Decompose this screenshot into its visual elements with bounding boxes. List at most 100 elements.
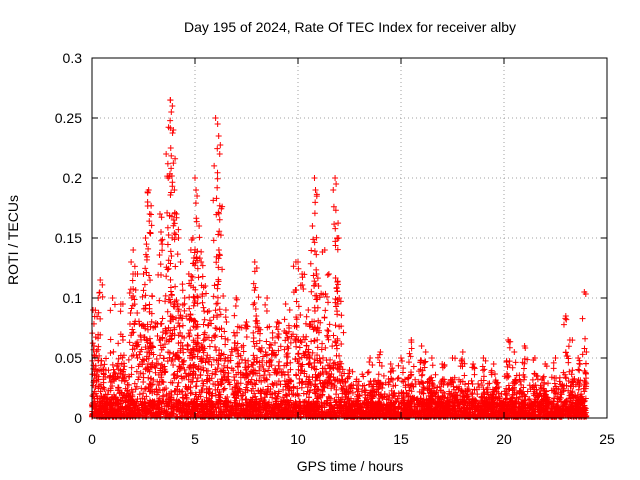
roti-point [449,411,456,418]
roti-point [321,400,328,407]
roti-point [346,407,353,414]
roti-point [400,378,407,385]
roti-point [208,320,215,327]
roti-point [125,356,132,363]
roti-point [148,310,155,317]
roti-point [101,407,108,414]
roti-point [341,387,348,394]
roti-point [174,251,181,258]
roti-point [433,404,440,411]
roti-point [390,383,397,390]
roti-point [115,355,122,362]
roti-point [309,349,316,356]
roti-point [130,352,137,359]
roti-point [112,370,119,377]
roti-point [181,307,188,314]
roti-point [168,152,175,159]
roti-point [354,408,361,415]
roti-point [333,391,340,398]
roti-point [94,346,101,353]
roti-point [122,371,129,378]
roti-point [273,351,280,358]
roti-point [287,339,294,346]
roti-point [189,354,196,361]
roti-point [285,335,292,342]
roti-point [220,351,227,358]
roti-point [511,349,518,355]
roti-point [385,394,392,401]
roti-point [490,403,497,410]
roti-point [130,342,137,349]
roti-point [367,355,374,361]
roti-point [146,218,153,225]
roti-point [275,388,282,395]
roti-point [128,364,135,371]
roti-point [179,301,186,308]
roti-point [213,300,220,307]
roti-point [109,295,116,301]
roti-point [159,361,166,368]
roti-point [157,261,164,268]
roti-point [488,410,495,417]
roti-point [168,292,175,299]
roti-point [348,402,355,409]
roti-point [171,230,178,237]
roti-point [253,265,260,271]
roti-point [221,362,228,369]
roti-point [102,367,109,374]
roti-point [198,406,205,413]
roti-point [239,401,246,408]
roti-point [394,395,401,402]
roti-point [170,127,177,133]
roti-point [217,352,224,359]
roti-point [151,401,158,408]
roti-point [220,292,227,299]
roti-point [266,344,273,351]
roti-point [285,322,292,329]
roti-point [515,408,522,415]
roti-point [369,394,376,401]
roti-point [281,377,288,384]
roti-point [168,405,175,412]
roti-point [293,316,300,323]
roti-point [160,355,167,362]
roti-point [242,357,249,364]
roti-point [159,387,166,394]
roti-point [134,271,141,278]
roti-point [340,329,347,336]
roti-point [221,369,228,376]
roti-point [210,314,217,321]
roti-point [229,403,236,410]
roti-point [268,411,275,418]
roti-point [575,355,582,361]
roti-point [157,367,164,374]
roti-point [142,344,149,351]
roti-point [171,210,178,217]
roti-point [91,400,98,407]
roti-point [265,367,272,374]
roti-point [476,411,483,418]
roti-point [143,409,150,416]
roti-point [107,307,114,314]
roti-point [424,404,431,411]
roti-point [302,411,309,418]
roti-point [175,308,182,315]
roti-point [308,402,315,409]
roti-point [434,384,441,391]
roti-point [148,292,155,299]
roti-point [174,303,181,310]
roti-point [147,229,154,236]
roti-point [212,115,219,121]
roti-point [206,307,213,314]
roti-point [434,409,441,416]
roti-point [181,300,188,307]
roti-point [152,406,159,413]
roti-point [464,393,471,400]
roti-point [183,395,190,402]
roti-point [231,384,238,391]
roti-point [188,277,195,284]
roti-point [241,374,248,381]
roti-point [203,394,210,401]
roti-point [300,390,307,397]
roti-point [158,371,165,378]
